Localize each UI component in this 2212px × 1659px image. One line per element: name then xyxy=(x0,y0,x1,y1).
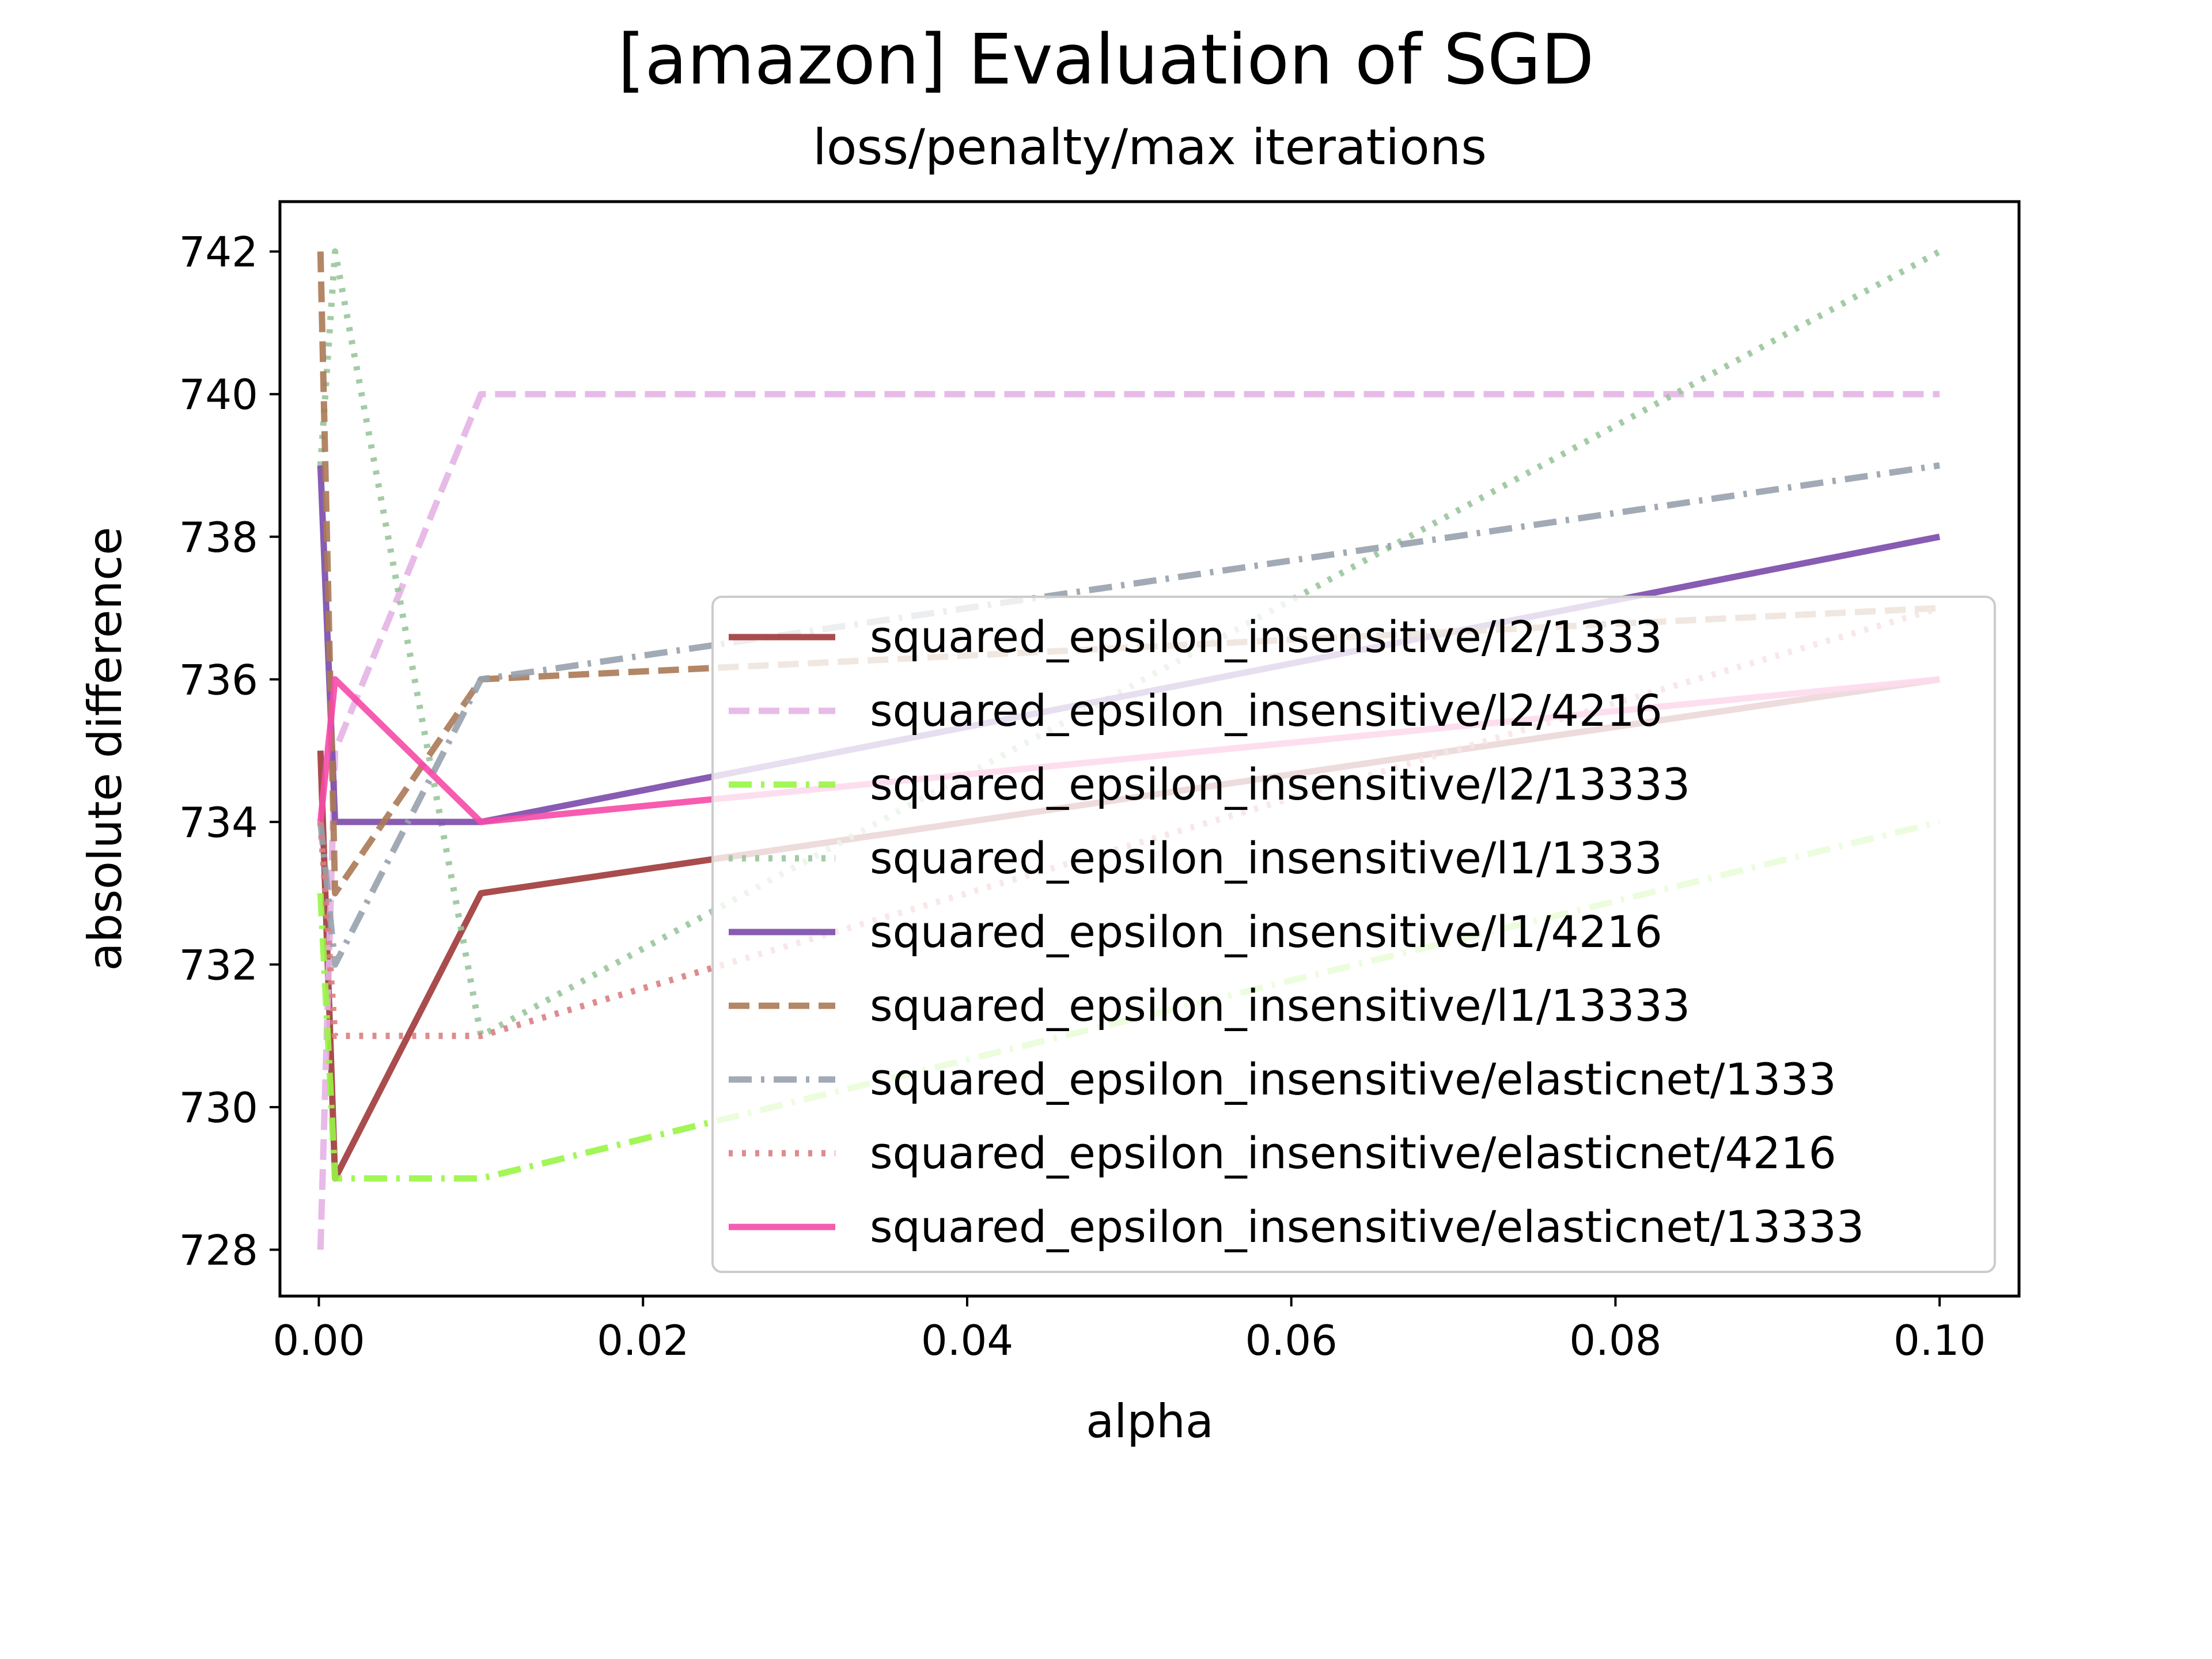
y-tick-label: 728 xyxy=(179,1226,258,1275)
legend-label-4: squared_epsilon_insensitive/l1/1333 xyxy=(870,832,1662,884)
legend: squared_epsilon_insensitive/l2/1333squar… xyxy=(711,596,1996,1273)
y-tick-label: 736 xyxy=(179,656,258,704)
series-line-8 xyxy=(317,605,1941,1039)
x-axis-label: alpha xyxy=(1086,1395,1214,1448)
legend-box xyxy=(711,596,1996,1273)
y-tick-label: 740 xyxy=(179,370,258,419)
y-axis-label: absolute difference xyxy=(78,527,132,971)
y-tick-label: 738 xyxy=(179,513,258,562)
x-tick-label: 0.10 xyxy=(1893,1316,1986,1365)
series-line-7 xyxy=(317,462,1940,968)
axes-frame xyxy=(278,200,2021,1298)
legend-label-9: squared_epsilon_insensitive/elasticnet/1… xyxy=(870,1201,1864,1252)
legend-label-2: squared_epsilon_insensitive/l2/4216 xyxy=(870,685,1662,736)
x-tick-label: 0.04 xyxy=(921,1316,1013,1365)
chart-title: [amazon] Evaluation of SGD xyxy=(618,20,1594,100)
x-tick-label: 0.08 xyxy=(1569,1316,1661,1365)
legend-entries: squared_epsilon_insensitive/l2/1333squar… xyxy=(729,611,1864,1252)
legend-label-3: squared_epsilon_insensitive/l2/13333 xyxy=(870,759,1690,810)
x-tick-label: 0.00 xyxy=(272,1316,365,1365)
legend-label-6: squared_epsilon_insensitive/l1/13333 xyxy=(870,980,1690,1031)
chart-subtitle: loss/penalty/max iterations xyxy=(813,119,1487,176)
legend-label-5: squared_epsilon_insensitive/l1/4216 xyxy=(870,906,1662,957)
y-tick-label: 730 xyxy=(179,1084,258,1132)
legend-label-8: squared_epsilon_insensitive/elasticnet/4… xyxy=(870,1127,1836,1179)
series-line-4 xyxy=(317,248,1941,1039)
x-tick-label: 0.06 xyxy=(1245,1316,1338,1365)
y-tick-label: 734 xyxy=(179,798,258,847)
legend-label-1: squared_epsilon_insensitive/l2/1333 xyxy=(870,611,1662,662)
y-tick-label: 732 xyxy=(179,941,258,989)
y-axis-ticks: 728 730 732 734 736 738 740 742 xyxy=(179,228,280,1275)
x-axis-ticks: 0.00 0.02 0.04 0.06 0.08 0.10 xyxy=(272,1296,1986,1365)
y-tick-label: 742 xyxy=(179,228,258,276)
legend-label-7: squared_epsilon_insensitive/elasticnet/1… xyxy=(870,1054,1836,1105)
x-tick-label: 0.02 xyxy=(597,1316,689,1365)
